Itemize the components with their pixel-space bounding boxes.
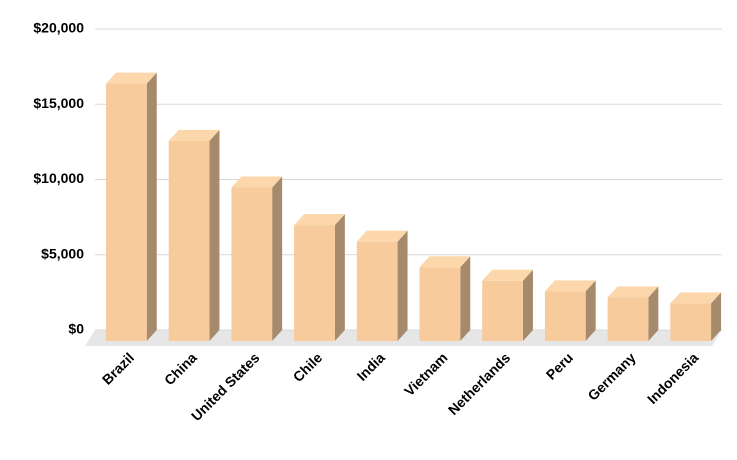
- bar-side: [272, 176, 283, 341]
- bar-side: [648, 286, 659, 341]
- bar: [482, 280, 523, 341]
- bar: [670, 303, 712, 341]
- bar-top: [294, 214, 345, 226]
- bar-side: [397, 230, 408, 341]
- bar-top: [231, 176, 283, 188]
- bar-side: [585, 280, 596, 341]
- bar: [419, 267, 461, 341]
- x-tick-label: Indonesia: [644, 349, 702, 407]
- x-tick-label: China: [161, 349, 200, 388]
- bar: [168, 140, 210, 341]
- bar-side: [522, 269, 533, 341]
- x-tick-label: Germany: [584, 349, 638, 403]
- bar: [294, 225, 335, 341]
- bar-side: [711, 292, 722, 341]
- y-tick-label: $20,000: [33, 20, 84, 36]
- bar-side: [146, 72, 157, 342]
- y-tick-label: $10,000: [33, 170, 84, 186]
- bar-top: [419, 256, 471, 268]
- bar: [356, 241, 398, 341]
- bar-top: [482, 269, 533, 281]
- bar-top: [544, 280, 596, 292]
- bar-top: [670, 292, 722, 304]
- y-tick-label: $0: [68, 321, 84, 337]
- x-tick-label: Netherlands: [445, 349, 514, 418]
- bar: [544, 291, 586, 341]
- bar-top: [106, 72, 157, 84]
- bar-side: [209, 129, 220, 341]
- x-tick-label: Vietnam: [401, 349, 451, 399]
- bar: [106, 83, 147, 342]
- bar-top: [607, 286, 659, 298]
- bar: [231, 187, 273, 341]
- x-tick-label: Chile: [290, 349, 326, 385]
- x-tick-label: India: [354, 349, 389, 384]
- bar-side: [334, 214, 345, 341]
- x-tick-label: Peru: [543, 349, 576, 382]
- bar-side: [460, 256, 471, 341]
- bar-top: [356, 230, 408, 242]
- bar: [607, 297, 649, 341]
- bar-top: [168, 129, 220, 141]
- x-tick-label: Brazil: [99, 349, 137, 387]
- y-tick-label: $15,000: [33, 95, 84, 111]
- y-tick-label: $5,000: [41, 245, 84, 261]
